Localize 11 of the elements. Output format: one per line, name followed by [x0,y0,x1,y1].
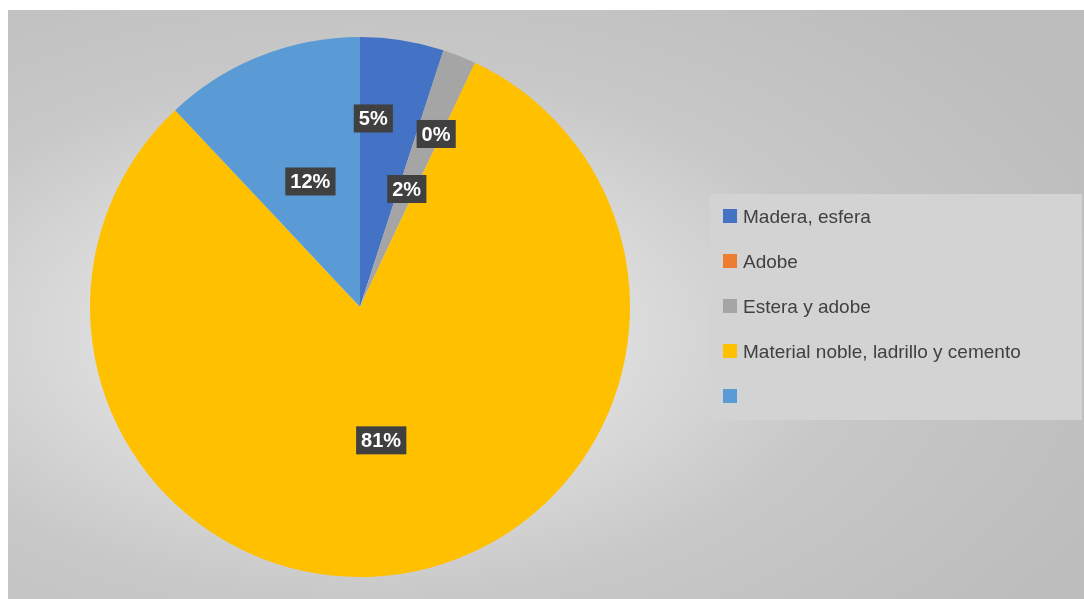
legend-label: Madera, esfera [743,205,872,227]
data-label: 2% [392,178,422,201]
legend-label: Material noble, ladrillo y cemento [743,340,1021,362]
data-label: 81% [361,429,402,452]
data-label: 5% [358,107,388,130]
legend-label: Adobe [743,250,798,272]
data-label: 12% [290,170,331,193]
legend-label: Estera y adobe [743,295,871,317]
pie-slice [90,62,630,577]
pie-slice [175,37,360,307]
text: 0% [421,122,451,145]
